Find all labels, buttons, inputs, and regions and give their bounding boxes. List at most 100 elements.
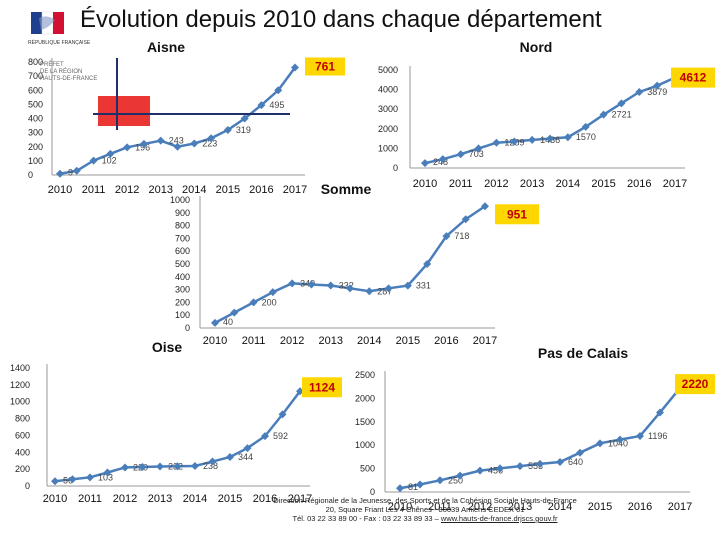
y-tick-label: 700 xyxy=(28,71,43,81)
x-tick-label: 2015 xyxy=(218,493,242,505)
data-point xyxy=(240,114,249,123)
x-tick-label: 2013 xyxy=(318,335,342,347)
x-tick-label: 2015 xyxy=(588,501,612,513)
data-point xyxy=(211,318,219,327)
data-point xyxy=(617,99,626,108)
highlight-label: 1124 xyxy=(309,380,335,394)
data-point xyxy=(121,463,129,472)
data-point xyxy=(261,432,269,441)
x-tick-label: 2011 xyxy=(242,335,266,347)
data-point xyxy=(257,101,266,110)
x-tick-label: 2017 xyxy=(663,178,687,190)
data-point xyxy=(106,149,115,158)
data-label: 200 xyxy=(262,297,277,307)
y-tick-label: 1000 xyxy=(170,195,190,205)
data-label: 2721 xyxy=(612,110,632,120)
data-point xyxy=(243,444,252,453)
data-point xyxy=(274,86,283,95)
data-label: 40 xyxy=(223,317,233,327)
x-tick-label: 2010 xyxy=(203,335,227,347)
series-line xyxy=(399,387,681,490)
data-label: 1570 xyxy=(576,132,596,142)
data-point xyxy=(86,473,94,482)
data-point xyxy=(616,435,624,444)
data-point xyxy=(278,410,287,419)
y-tick-label: 600 xyxy=(175,246,190,256)
x-tick-label: 2017 xyxy=(288,493,312,505)
data-label: 287 xyxy=(377,286,392,296)
data-point xyxy=(307,280,316,289)
data-point xyxy=(326,281,335,290)
data-point xyxy=(581,122,590,131)
y-tick-label: 2000 xyxy=(378,124,398,134)
y-tick-label: 400 xyxy=(15,447,30,457)
x-tick-label: 2010 xyxy=(48,184,72,196)
data-point xyxy=(510,137,519,146)
y-tick-label: 400 xyxy=(175,272,190,282)
data-point xyxy=(207,134,216,143)
y-tick-label: 100 xyxy=(28,156,43,166)
y-tick-label: 800 xyxy=(15,414,30,424)
y-tick-label: 4000 xyxy=(378,85,398,95)
y-tick-label: 200 xyxy=(28,142,43,152)
y-tick-label: 900 xyxy=(175,208,190,218)
y-tick-label: 1000 xyxy=(10,397,30,407)
x-tick-label: 2012 xyxy=(468,501,492,513)
x-tick-label: 2011 xyxy=(449,178,473,190)
data-point xyxy=(556,458,564,467)
chart-title-box xyxy=(145,336,189,356)
data-point xyxy=(496,464,504,473)
y-tick-label: 700 xyxy=(175,233,190,243)
y-tick-label: 1000 xyxy=(378,143,398,153)
y-tick-label: 800 xyxy=(175,221,190,231)
data-point xyxy=(365,287,374,296)
x-tick-label: 2017 xyxy=(473,335,497,347)
data-point xyxy=(456,471,464,480)
data-point xyxy=(563,133,572,142)
data-point xyxy=(421,159,429,168)
data-point xyxy=(474,144,483,153)
highlight-box xyxy=(302,377,342,398)
data-point xyxy=(208,457,217,466)
y-tick-label: 0 xyxy=(370,487,375,497)
data-label: 223 xyxy=(202,139,217,149)
data-point xyxy=(599,110,608,119)
data-point xyxy=(436,476,444,485)
x-tick-label: 2011 xyxy=(428,501,452,513)
data-point xyxy=(656,408,664,417)
data-point xyxy=(546,134,554,143)
data-point xyxy=(416,480,424,489)
data-label: 640 xyxy=(568,457,583,467)
republique-label: RÉPUBLIQUE FRANÇAISE xyxy=(28,40,91,46)
highlight-label: 951 xyxy=(507,207,527,221)
data-point xyxy=(249,298,258,307)
x-tick-label: 2012 xyxy=(115,184,139,196)
data-point xyxy=(481,202,489,211)
data-point xyxy=(191,461,199,470)
x-tick-label: 2011 xyxy=(82,184,106,196)
data-point xyxy=(51,477,59,486)
x-tick-label: 2017 xyxy=(283,184,307,196)
x-tick-label: 2012 xyxy=(484,178,508,190)
data-label: 250 xyxy=(448,475,463,485)
footer-link[interactable]: www.hauts-de-france.drjscs.gouv.fr xyxy=(440,514,558,523)
series-line xyxy=(214,205,486,324)
y-tick-label: 200 xyxy=(175,297,190,307)
data-point xyxy=(423,260,432,268)
x-tick-label: 2015 xyxy=(591,178,615,190)
data-point xyxy=(384,284,393,293)
y-tick-label: 500 xyxy=(28,99,43,109)
y-tick-label: 2000 xyxy=(355,393,375,403)
footer: Direction Régionale de la Jeunesse, des … xyxy=(215,496,635,523)
data-point xyxy=(492,138,501,147)
data-point xyxy=(456,150,465,159)
footer-line-3: Tél. 03 22 33 89 00 - Fax : 03 22 33 89 … xyxy=(215,514,635,523)
y-tick-label: 300 xyxy=(175,285,190,295)
data-point xyxy=(346,284,354,293)
data-label: 102 xyxy=(102,156,117,166)
footer-line-1: Direction Régionale de la Jeunesse, des … xyxy=(273,496,577,505)
x-tick-label: 2012 xyxy=(113,493,137,505)
insert-line: PRÉFET xyxy=(40,62,64,68)
data-label: 1196 xyxy=(648,431,667,441)
